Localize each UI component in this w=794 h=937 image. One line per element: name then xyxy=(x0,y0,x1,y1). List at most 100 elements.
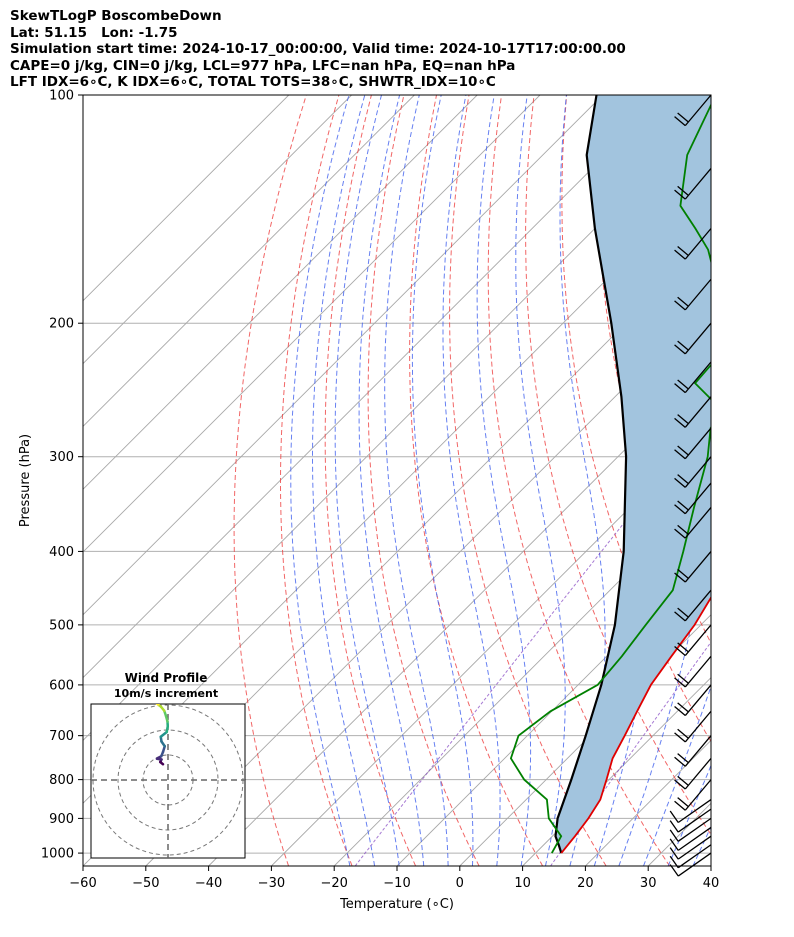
y-tick-label: 100 xyxy=(49,89,74,104)
isotherm xyxy=(83,95,541,553)
wind-barb-staff xyxy=(684,710,712,743)
wind-barb-staff xyxy=(684,427,712,460)
y-tick-label: 700 xyxy=(49,729,74,744)
wind-barb-staff xyxy=(677,844,712,869)
moist-adiabat xyxy=(442,95,501,866)
wind-barb-flag xyxy=(677,797,689,808)
wind-barb xyxy=(674,624,712,657)
wind-barb xyxy=(669,808,712,833)
wind-barb-staff xyxy=(677,808,712,833)
wind-barb-flag xyxy=(677,568,689,579)
wind-barb xyxy=(674,507,712,539)
wind-barb-flag xyxy=(674,646,686,657)
dewpoint-profile-line xyxy=(509,102,711,854)
wind-barb-staff xyxy=(684,482,712,515)
x-tick-label: 20 xyxy=(577,876,594,891)
wind-barb-flag xyxy=(677,753,689,764)
wind-barb-flag xyxy=(674,611,686,622)
mixing-ratio-line xyxy=(354,413,711,866)
x-tick-label: −10 xyxy=(383,876,410,891)
moist-adiabat xyxy=(515,95,566,866)
isotherm xyxy=(83,95,415,428)
wind-barb-flag xyxy=(674,504,686,515)
location-line: Lat: 51.15 Lon: -1.75 xyxy=(10,24,178,41)
wind-barb-staff xyxy=(677,835,712,860)
x-tick-label: −50 xyxy=(132,876,159,891)
wind-barb xyxy=(674,427,712,460)
wind-barb-staff xyxy=(684,228,712,260)
x-tick-label: −60 xyxy=(69,876,96,891)
wind-barb-staff xyxy=(684,735,712,767)
wind-barb xyxy=(674,168,712,200)
hodograph-trace-segment xyxy=(155,704,160,706)
wind-barb-flag xyxy=(674,417,686,428)
dry-adiabat xyxy=(487,95,671,866)
x-tick-label: 40 xyxy=(703,876,720,891)
wind-barb-staff xyxy=(684,396,712,428)
wind-barb-flag xyxy=(677,775,689,786)
wind-barb-flag xyxy=(677,642,689,653)
wind-barb-flag xyxy=(677,245,689,256)
wind-barb-flag xyxy=(674,116,686,127)
wind-barb xyxy=(674,361,712,394)
wind-barb-flag xyxy=(677,414,689,425)
wind-barb-flag xyxy=(674,189,686,200)
y-tick-label: 300 xyxy=(49,450,74,465)
wind-barb xyxy=(669,835,712,860)
wind-barb-staff xyxy=(684,278,712,311)
isotherm xyxy=(83,95,290,302)
x-tick-label: −40 xyxy=(195,876,222,891)
wind-barb-flag xyxy=(674,249,686,260)
wind-barb-flag xyxy=(674,677,686,688)
moist-adiabat xyxy=(476,95,532,866)
dry-adiabat xyxy=(409,95,544,866)
wind-barb-flag xyxy=(674,706,686,717)
wind-barb-staff xyxy=(684,94,712,127)
wind-barb-flag xyxy=(677,185,689,196)
dry-adiabat xyxy=(561,95,711,743)
wind-barb-staff xyxy=(684,322,712,355)
isotherm xyxy=(83,95,478,490)
y-tick-label: 400 xyxy=(49,545,74,560)
simulation-time-line: Simulation start time: 2024-10-17_00:00:… xyxy=(10,41,626,57)
wind-barb-flag xyxy=(674,732,686,743)
x-tick-label: −20 xyxy=(320,876,347,891)
wind-barb-staff xyxy=(677,799,712,824)
isotherm xyxy=(208,362,711,866)
wind-barb-flag xyxy=(674,477,686,488)
hodograph-title: Wind Profile xyxy=(125,671,208,685)
wind-barb xyxy=(674,228,712,260)
wind-barb-flag xyxy=(677,500,689,511)
wind-barb-flag xyxy=(674,528,686,539)
y-tick-label: 800 xyxy=(49,773,74,788)
moist-adiabat xyxy=(411,95,474,866)
wind-barb-flag xyxy=(669,829,679,842)
wind-barb-flag xyxy=(674,383,686,394)
wind-barb-flag xyxy=(674,300,686,311)
wind-barb-flag xyxy=(677,474,689,485)
wind-barb-flag xyxy=(677,379,689,390)
dry-adiabat xyxy=(280,95,353,866)
wind-barb xyxy=(669,817,712,842)
y-axis-label: Pressure (hPa) xyxy=(18,434,33,527)
y-tick-label: 200 xyxy=(49,317,74,332)
x-axis-label: Temperature (∘C) xyxy=(339,897,454,912)
wind-barb-flag xyxy=(677,607,689,618)
dry-adiabat xyxy=(324,95,417,866)
wind-barb xyxy=(669,799,712,824)
wind-barb-staff xyxy=(684,589,712,622)
stability-indices-line: LFT IDX=6∘C, K IDX=6∘C, TOTAL TOTS=38∘C,… xyxy=(10,74,496,90)
wind-barb-flag xyxy=(669,838,679,851)
y-tick-label: 600 xyxy=(49,678,74,693)
moist-adiabat xyxy=(643,685,711,866)
wind-barb-staff xyxy=(684,624,712,656)
plot-area xyxy=(83,95,711,866)
wind-barb-flag xyxy=(677,112,689,123)
wind-barb-staff xyxy=(677,817,712,842)
wind-barb xyxy=(674,655,712,688)
wind-barb xyxy=(674,482,712,515)
chart-header: SkewTLogP BoscombeDown Lat: 51.15 Lon: -… xyxy=(10,8,626,91)
wind-barb xyxy=(674,278,712,311)
wind-barb-flag xyxy=(677,673,689,684)
